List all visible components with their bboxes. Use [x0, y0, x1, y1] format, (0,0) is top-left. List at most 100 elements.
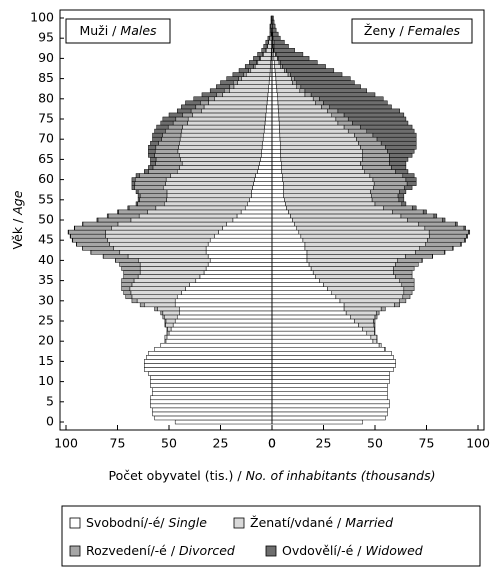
- bar: [165, 318, 176, 324]
- bar: [271, 415, 386, 421]
- legend-cz: Ženatí/vdané /: [250, 515, 342, 530]
- bar: [190, 108, 202, 114]
- bar: [380, 140, 417, 146]
- bar: [268, 84, 273, 89]
- bar: [271, 322, 359, 328]
- bar: [271, 355, 394, 360]
- bar: [205, 250, 273, 255]
- bar: [389, 157, 409, 162]
- bar: [265, 39, 269, 45]
- bar: [271, 153, 281, 158]
- bar: [74, 225, 112, 231]
- bar: [271, 100, 279, 106]
- bar: [264, 120, 273, 126]
- bar: [266, 104, 273, 110]
- bar: [385, 145, 417, 150]
- bar: [131, 298, 138, 304]
- legend-label: Ovdovělí/-é / Widowed: [282, 543, 423, 558]
- bar: [164, 338, 167, 344]
- bar: [135, 201, 138, 207]
- bar: [268, 80, 273, 85]
- bar: [327, 108, 339, 114]
- bar: [405, 254, 433, 259]
- bar: [131, 177, 136, 182]
- bar: [150, 399, 273, 405]
- bar: [278, 112, 332, 118]
- bar: [172, 322, 273, 328]
- bar: [167, 326, 172, 332]
- bar: [271, 128, 280, 134]
- bar: [177, 149, 262, 154]
- bar: [271, 278, 320, 283]
- bar: [372, 338, 378, 344]
- x-tick-label: 0: [268, 436, 276, 451]
- bar: [271, 161, 282, 166]
- bar: [373, 322, 376, 328]
- bar: [144, 302, 176, 308]
- bar: [152, 391, 273, 396]
- bar: [356, 136, 378, 142]
- bar: [137, 193, 141, 199]
- bar: [123, 274, 139, 279]
- bar: [292, 80, 297, 85]
- bar: [271, 104, 279, 110]
- bar: [76, 241, 110, 247]
- bar: [378, 342, 382, 348]
- bar: [271, 201, 286, 207]
- bar: [391, 165, 407, 170]
- bar: [233, 84, 269, 89]
- bar: [271, 290, 332, 295]
- bar: [164, 318, 167, 324]
- bar: [373, 181, 408, 186]
- bar: [362, 165, 392, 170]
- bar: [376, 136, 417, 142]
- bar: [374, 314, 378, 320]
- bar: [119, 250, 207, 255]
- bar: [306, 250, 416, 255]
- bar: [121, 266, 141, 271]
- bar: [203, 270, 273, 275]
- bar: [179, 140, 263, 146]
- bar: [337, 120, 353, 126]
- bar: [232, 217, 273, 223]
- bar: [229, 84, 235, 89]
- bar: [280, 149, 363, 154]
- bar: [261, 153, 273, 158]
- bar: [277, 96, 314, 102]
- bar: [263, 132, 273, 138]
- bar: [271, 407, 388, 413]
- bar: [271, 359, 396, 364]
- bar: [139, 173, 171, 178]
- bar: [271, 64, 275, 69]
- bar: [312, 96, 320, 102]
- bar: [265, 116, 273, 122]
- bar: [165, 177, 255, 182]
- bar: [319, 96, 384, 102]
- bar: [238, 76, 242, 81]
- bar: [298, 229, 430, 235]
- bar: [290, 213, 402, 219]
- bar: [306, 254, 406, 259]
- bar: [214, 96, 268, 102]
- x-tick-label: 25: [316, 436, 332, 451]
- y-tick-label: 45: [38, 232, 54, 247]
- bar: [374, 201, 403, 207]
- bar: [271, 379, 390, 384]
- bar: [271, 177, 283, 182]
- bar: [138, 258, 211, 263]
- bar: [372, 132, 417, 138]
- bar: [271, 193, 284, 199]
- bar: [208, 100, 268, 106]
- bar: [152, 136, 162, 142]
- y-tick-label: 35: [38, 272, 54, 287]
- bar: [166, 189, 252, 194]
- bar: [165, 128, 183, 134]
- bar: [249, 197, 273, 203]
- bar: [209, 258, 273, 263]
- bar: [271, 270, 314, 275]
- bar: [271, 306, 345, 312]
- bar: [150, 157, 157, 162]
- bar: [275, 80, 293, 85]
- bar: [433, 213, 438, 219]
